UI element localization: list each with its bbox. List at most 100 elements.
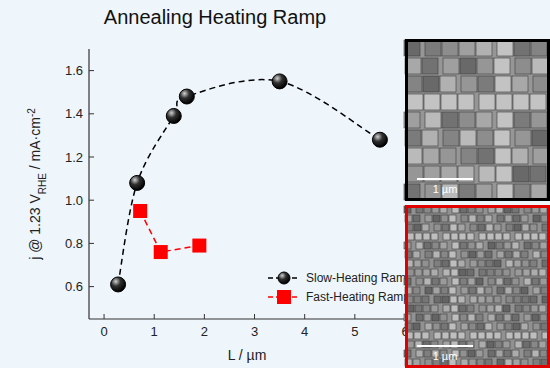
grain [433,323,440,330]
grain [514,184,530,200]
grain [407,341,414,348]
point [166,108,181,123]
scale-bar-label: 1 µm [433,183,458,195]
grain [531,269,538,276]
grain [495,76,511,92]
grain [485,215,492,222]
grain [513,251,520,258]
x-tick-label: 3 [251,324,258,339]
grain [497,287,504,294]
series-line [118,80,380,285]
grain [413,215,420,222]
grain [442,224,449,231]
grain [476,242,483,249]
grain [533,148,549,164]
grain [467,269,474,276]
grain [533,287,540,294]
x-tick-label: 0 [100,324,107,339]
grain [494,332,501,339]
grain [506,296,513,303]
grain [488,350,495,357]
grain [541,359,548,366]
grain [540,314,547,321]
grain [488,314,495,321]
grain [449,251,456,258]
x-tick-label: 1 [151,324,158,339]
grain [496,242,503,249]
grain [422,260,429,267]
grain [522,296,529,303]
grain [422,224,429,231]
grain [449,323,456,330]
legend-label: Slow-Heating Ramp [306,271,413,285]
grain [488,242,495,249]
y-tick-label: 1.2 [65,150,83,165]
x-tick-label: 2 [201,324,208,339]
grain [513,287,520,294]
grain [541,251,548,258]
grain [487,269,494,276]
point [372,132,387,147]
grain [452,278,459,285]
grain [494,130,510,146]
grain [441,215,448,222]
micrograph-border [407,41,549,200]
grain [532,314,539,321]
grain [514,224,521,231]
grain [433,287,440,294]
grain [513,215,520,222]
grain [460,242,467,249]
grain [512,148,528,164]
grain [432,242,439,249]
grain [431,233,438,240]
grain [532,278,539,285]
grain [494,260,501,267]
grain [533,251,540,258]
grain [494,58,510,74]
micrograph-bg [405,205,550,368]
grain [449,287,456,294]
grain [424,350,431,357]
grain [512,314,519,321]
title: Annealing Heating Ramp [104,6,326,28]
grain [460,314,467,321]
grain [416,278,423,285]
grain [469,323,476,330]
plot-area [111,74,388,292]
grain [461,76,477,92]
grain [452,242,459,249]
y-axis-label-part: j @ 1.23 V [27,194,43,261]
grain [431,269,438,276]
grain [540,350,547,357]
grain [423,148,439,164]
grain [422,332,429,339]
grain [477,287,484,294]
grain [467,305,474,312]
grain [477,58,493,74]
grain [531,233,538,240]
grain [505,215,512,222]
grain [461,215,468,222]
grain [530,296,537,303]
grain [486,332,493,339]
grain [449,215,456,222]
point [179,89,194,104]
grain [458,224,465,231]
grain [497,359,504,366]
grain [425,251,432,258]
grain [431,305,438,312]
micrograph: 1 µm [404,39,550,201]
grain [541,287,548,294]
grain [460,58,476,74]
grain [425,359,432,366]
y-tick-label: 0.8 [65,236,83,251]
x-tick [104,314,105,319]
grain [478,332,485,339]
grain [468,350,475,357]
grain [478,260,485,267]
grain [540,278,547,285]
grain [479,166,495,182]
grain [424,94,440,110]
y-tick-label: 1.6 [65,63,83,78]
grain [443,58,459,74]
